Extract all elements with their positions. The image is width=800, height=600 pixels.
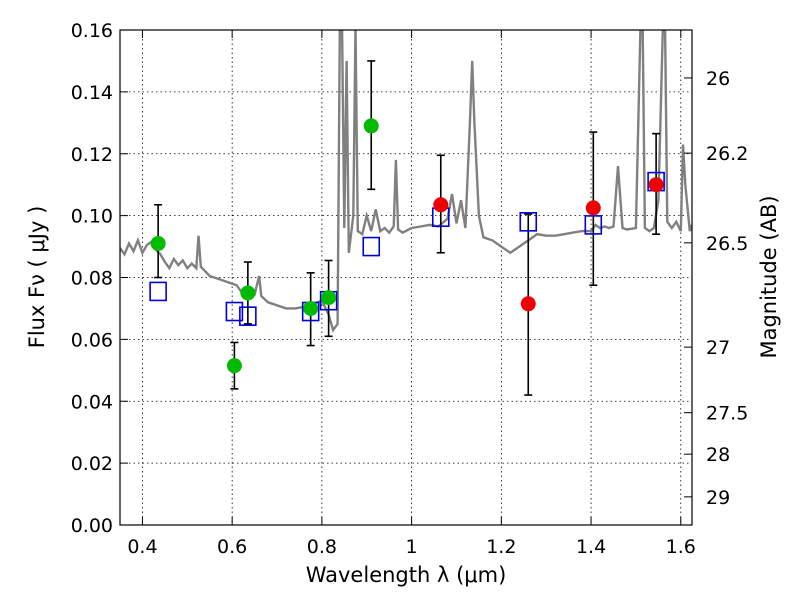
right-axis-title: Magnitude (AB) [757,195,781,358]
y-axis-ticks: 0.00 0.02 0.04 0.06 0.08 0.10 0.12 0.14 0.16 [71,20,128,537]
right-tick-label: 26 [706,68,730,90]
x-tick-label: 0.6 [217,536,247,558]
x-tick-label: 1.2 [486,536,516,558]
y-tick-label: 0.06 [71,329,113,351]
green-data-point [150,235,166,251]
red-data-point [648,177,664,193]
x-tick-label: 1.4 [576,536,606,558]
plot-area [120,30,692,396]
x-tick-label: 1 [406,536,418,558]
model-square-marker [225,301,244,322]
right-tick-label: 27 [706,337,730,359]
y-tick-label: 0.02 [71,453,113,475]
right-tick-label: 29 [706,487,730,509]
red-data-point [520,296,536,312]
green-data-point [363,118,379,134]
model-square-marker [519,212,538,232]
x-axis-title: Wavelength λ (μm) [306,563,507,587]
right-tick-label: 26.5 [706,233,748,255]
x-axis-ticks: 0.4 0.6 0.8 1 1.2 1.4 1.6 [127,30,696,558]
right-tick-label: 27.5 [706,403,748,425]
grid [120,29,692,526]
model-square-marker [584,215,603,235]
data-markers [149,118,665,374]
green-data-point [303,300,319,316]
x-tick-label: 1.6 [666,536,696,558]
model-square-marker [362,236,381,257]
right-tick-label: 28 [706,444,730,466]
y-tick-label: 0.14 [71,82,113,104]
y-tick-label: 0.16 [71,20,113,42]
y-tick-label: 0.12 [71,144,113,166]
y-tick-label: 0.10 [71,206,113,228]
x-tick-label: 0.8 [307,536,337,558]
y-tick-label: 0.08 [71,268,113,290]
model-square-marker [239,306,257,326]
red-data-point [585,200,601,216]
error-bars [154,60,661,396]
red-data-point [433,197,449,213]
green-data-point [226,358,242,374]
x-tick-label: 0.4 [127,536,157,558]
green-data-point [321,290,337,306]
y-tick-label: 0.04 [71,391,113,413]
model-square-marker [149,281,167,302]
right-axis-ticks: 26 26.2 26.5 27 27.5 28 29 [684,68,748,509]
spectrum-line [120,30,692,333]
y-axis-title: Flux Fν ( μJy ) [25,206,49,349]
y-tick-label: 0.00 [71,515,113,537]
green-data-point [240,285,256,301]
right-tick-label: 26.2 [706,143,748,165]
